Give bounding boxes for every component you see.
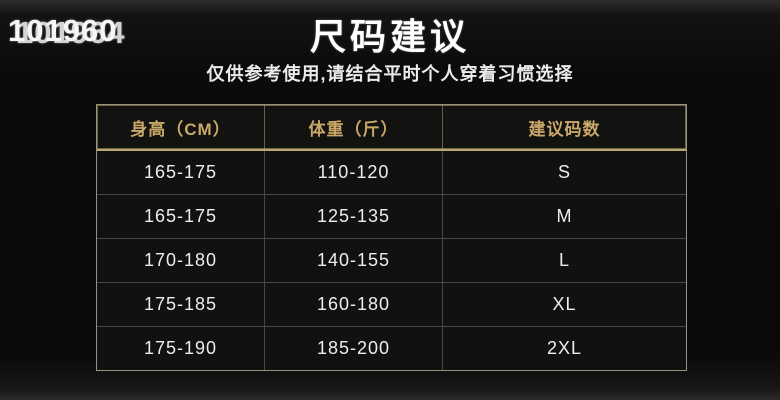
size-recommendation-table: 身高（CM） 体重（斤） 建议码数 165-175 110-120 S 165-… (96, 104, 687, 371)
size-cell: XL (442, 283, 686, 326)
height-cell: 170-180 (143, 250, 218, 270)
height-cell: 175-190 (143, 338, 218, 358)
table-row: 165-175 110-120 S (97, 151, 686, 195)
size-cell: M (442, 195, 686, 238)
column-header-size: 建议码数 (442, 105, 686, 149)
watermark-number: 101960 101964 (8, 13, 158, 53)
weight-cell: 160-180 (264, 283, 442, 326)
size-cell: 2XL (442, 327, 686, 370)
watermark-layer-2: 101964 (16, 15, 126, 50)
page-subtitle: 仅供参考使用,请结合平时个人穿着习惯选择 (206, 64, 574, 84)
weight-cell: 125-135 (264, 195, 442, 238)
table-row: 175-185 160-180 XL (97, 283, 686, 327)
table-header-row: 身高（CM） 体重（斤） 建议码数 (97, 105, 686, 151)
height-cell: 165-175 (143, 206, 218, 226)
page-title: 尺码建议 (309, 16, 470, 57)
column-header-height: 身高（CM） (130, 119, 231, 139)
table-row: 165-175 125-135 M (97, 195, 686, 239)
height-cell: 165-175 (143, 162, 218, 182)
height-cell: 175-185 (143, 294, 218, 314)
table-row: 170-180 140-155 L (97, 239, 686, 283)
table-row: 175-190 185-200 2XL (97, 327, 686, 370)
weight-cell: 185-200 (264, 327, 442, 370)
size-cell: S (442, 151, 686, 194)
column-header-weight: 体重（斤） (264, 105, 442, 149)
watermark-layer-1: 101960 (8, 13, 118, 48)
weight-cell: 140-155 (264, 239, 442, 282)
weight-cell: 110-120 (264, 151, 442, 194)
size-cell: L (442, 239, 686, 282)
